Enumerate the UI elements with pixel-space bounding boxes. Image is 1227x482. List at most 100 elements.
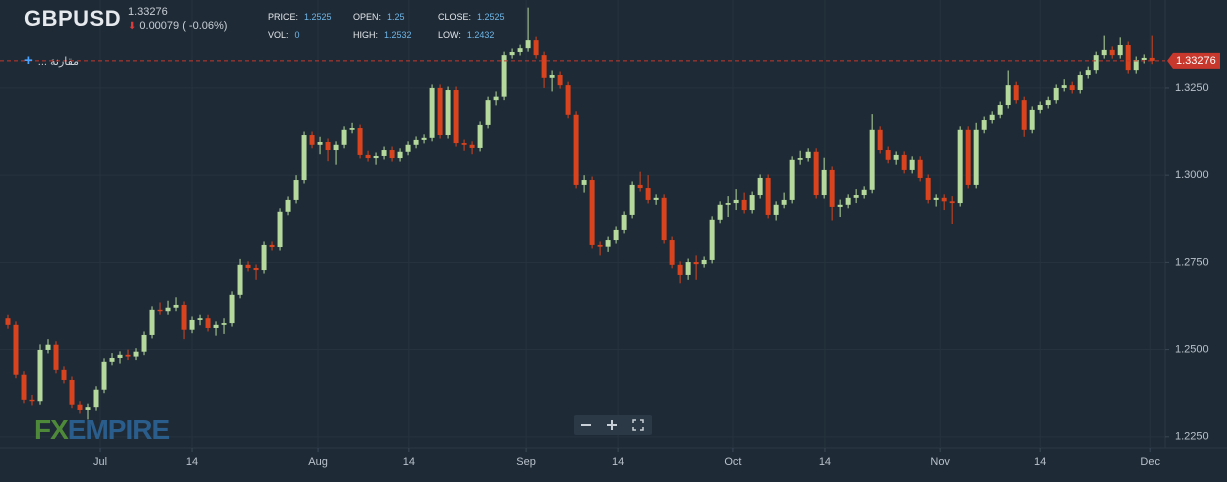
candle-body (509, 51, 515, 56)
candle-body (13, 324, 19, 375)
logo-fx: FX (34, 414, 69, 445)
candle-body (1005, 85, 1011, 106)
candle-body (909, 159, 915, 170)
candle-body (157, 309, 163, 312)
candle-body (189, 319, 195, 330)
candle-body (285, 199, 291, 212)
candle-body (677, 264, 683, 275)
candle-body (349, 128, 355, 130)
candle-body (997, 105, 1003, 115)
fullscreen[interactable] (632, 419, 644, 431)
candle-body (853, 195, 859, 198)
logo: FXEMPIRE (34, 414, 170, 446)
candle-body (453, 90, 459, 144)
compare-button[interactable]: + مقارنة ... (24, 52, 80, 69)
candle-body (917, 159, 923, 178)
candle-body (1053, 87, 1059, 101)
candle-body (789, 159, 795, 200)
stat: LOW: 1.2432 (438, 30, 494, 40)
candle-body (581, 180, 587, 185)
candle-body (133, 351, 139, 357)
x-tick-label: 14 (186, 456, 198, 468)
candle-body (501, 55, 507, 97)
candle-body (181, 304, 187, 330)
candle-body (661, 197, 667, 241)
candle-body (613, 229, 619, 241)
candle-body (1117, 45, 1123, 56)
candle-body (669, 240, 675, 265)
stat-label: VOL: (268, 30, 289, 40)
candle-body (565, 85, 571, 115)
candle-body (709, 219, 715, 260)
candle-body (685, 262, 691, 275)
candle-body (653, 197, 659, 200)
candle-body (749, 195, 755, 211)
candle-body (741, 199, 747, 211)
candle-body (261, 244, 267, 271)
candle-body (397, 151, 403, 159)
candle-body (861, 189, 867, 196)
candle-body (725, 203, 731, 205)
candle-body (1141, 57, 1147, 61)
candle-body (317, 142, 323, 145)
logo-empire: EMPIRE (67, 414, 170, 445)
candle-body (29, 399, 35, 402)
stat-value: 1.2432 (466, 30, 495, 40)
candle-body (1069, 85, 1075, 91)
symbol: GBPUSD (24, 6, 122, 31)
candle-body (277, 211, 283, 248)
candle-body (629, 184, 635, 215)
candle-body (1149, 57, 1155, 61)
candle-body (245, 264, 251, 268)
candle-body (37, 349, 43, 402)
stat-label: PRICE: (268, 12, 299, 22)
candle-body (53, 344, 59, 370)
candle-body (845, 197, 851, 205)
candle-body (1077, 75, 1083, 91)
candle-body (381, 150, 387, 156)
candle-body (461, 143, 467, 145)
candle-body (981, 120, 987, 130)
candle-body (541, 55, 547, 78)
zoom-controls (574, 415, 652, 435)
candle-body (213, 324, 219, 328)
stat: PRICE: 1.2525 (268, 12, 332, 22)
y-tick-label: 1.2250 (1175, 431, 1209, 443)
candle-body (45, 344, 51, 350)
candle-body (61, 369, 67, 380)
candle-body (1125, 45, 1131, 71)
candle-body (605, 240, 611, 247)
candle-body (573, 114, 579, 185)
candle-body (221, 323, 227, 325)
candle-body (437, 87, 443, 136)
candle-body (621, 214, 627, 230)
stat: VOL: 0 (268, 30, 300, 40)
candle-body (717, 204, 723, 220)
candle-body (293, 180, 299, 200)
candle-body (837, 204, 843, 207)
last-price-label: 1.33276 (1176, 55, 1216, 67)
y-tick-label: 1.3000 (1175, 169, 1209, 181)
x-tick-label: Oct (724, 456, 741, 468)
stat-label: HIGH: (353, 30, 379, 40)
candle-body (885, 150, 891, 160)
candle-body (517, 48, 523, 52)
candle-body (477, 124, 483, 148)
candle-body (101, 361, 107, 390)
candle-body (1109, 49, 1115, 56)
candle-body (637, 184, 643, 189)
candle-body (933, 197, 939, 200)
stat: CLOSE: 1.2525 (438, 12, 505, 22)
candle-body (949, 201, 955, 204)
candle-body (805, 151, 811, 159)
candle-body (357, 128, 363, 155)
stat: HIGH: 1.2532 (353, 30, 412, 40)
candle-body (1045, 100, 1051, 106)
stat-value: 1.2532 (384, 30, 412, 40)
candle-body (493, 96, 499, 101)
candle-body (773, 204, 779, 215)
x-tick-label: 14 (1034, 456, 1046, 468)
candle-body (333, 144, 339, 151)
candle-body (1093, 55, 1099, 71)
